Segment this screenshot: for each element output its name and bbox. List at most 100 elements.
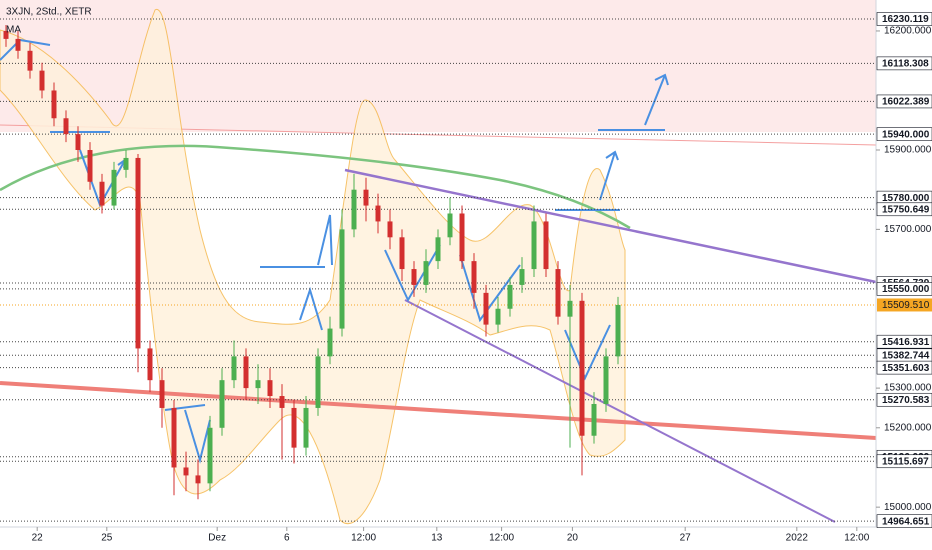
candle-body xyxy=(171,407,177,468)
candle-body xyxy=(303,407,309,448)
candle-body xyxy=(123,157,129,170)
candle-body xyxy=(591,403,597,436)
level-label: 16022.389 xyxy=(882,97,930,108)
support-line xyxy=(0,381,877,440)
candle-body xyxy=(75,134,81,151)
candle-body xyxy=(387,221,393,238)
candle-body xyxy=(231,356,237,381)
candle-body xyxy=(111,169,117,206)
candle-body xyxy=(63,118,69,135)
candle-body xyxy=(555,269,561,317)
candle-body xyxy=(447,213,453,238)
candle-body xyxy=(471,261,477,293)
x-tick-label: 25 xyxy=(101,533,113,544)
level-label: 16230.119 xyxy=(882,14,929,25)
trendline xyxy=(344,168,877,284)
y-tick-label: 16200.000 xyxy=(884,26,932,37)
level-label-box xyxy=(876,94,932,109)
x-tick-label: 20 xyxy=(567,533,579,544)
candle-body xyxy=(363,189,369,206)
y-tick-label: 15300.000 xyxy=(884,383,932,394)
candle-body xyxy=(51,90,57,119)
moving-average xyxy=(0,144,631,230)
level-label: 14964.651 xyxy=(882,516,930,527)
candle-body xyxy=(183,467,189,476)
candle-body xyxy=(459,213,465,262)
candle-body xyxy=(27,50,33,71)
level-label: 15416.931 xyxy=(882,337,930,348)
candle-body xyxy=(579,300,585,436)
candle-body xyxy=(375,205,381,222)
x-tick-label: 27 xyxy=(680,533,692,544)
level-label-box xyxy=(876,392,932,407)
candle-body xyxy=(435,237,441,262)
level-label: 15780.000 xyxy=(882,193,930,204)
level-label: 15270.583 xyxy=(882,395,930,406)
last-price-box xyxy=(877,298,932,312)
candle-body xyxy=(615,304,621,357)
x-tick-label: 13 xyxy=(431,533,443,544)
x-tick-label: 12:00 xyxy=(844,533,869,544)
x-tick-label: 12:00 xyxy=(489,533,514,544)
candle-body xyxy=(399,237,405,270)
candle-body xyxy=(495,308,501,325)
candle-body xyxy=(39,70,45,91)
candle-body xyxy=(291,407,297,448)
candle-body xyxy=(531,221,537,270)
candle-body xyxy=(147,348,153,381)
trendline xyxy=(404,299,836,523)
x-tick-label: 6 xyxy=(284,533,290,544)
last-price-label: 15509.510 xyxy=(882,300,930,311)
candle-body xyxy=(195,475,201,484)
candle-body xyxy=(315,356,321,408)
y-tick-label: 15200.000 xyxy=(884,422,932,433)
candle-body xyxy=(423,261,429,285)
level-label-box xyxy=(876,454,932,469)
x-tick-label: 12:00 xyxy=(351,533,376,544)
indicator-label: MA xyxy=(6,25,21,36)
y-tick-label: 15700.000 xyxy=(884,224,932,235)
candle-body xyxy=(351,189,357,230)
level-label-box xyxy=(876,12,932,26)
level-label: 15750.649 xyxy=(882,204,930,215)
candle-body xyxy=(279,396,285,408)
candle-body xyxy=(207,427,213,484)
level-label-box xyxy=(876,202,932,217)
candle-body xyxy=(327,328,333,357)
bollinger-band xyxy=(0,9,626,525)
level-label: 15115.697 xyxy=(882,456,929,467)
level-label-box xyxy=(876,127,932,141)
level-label: 15550.000 xyxy=(882,284,930,295)
candle-body xyxy=(243,356,249,389)
candle-body xyxy=(543,221,549,270)
level-label-box xyxy=(876,334,932,349)
level-label-box xyxy=(876,282,932,296)
candle-body xyxy=(159,380,165,408)
x-tick-label: 2022 xyxy=(786,533,809,544)
chart-title: 3XJN, 2Std., XETR xyxy=(6,7,92,18)
level-label: 16118.308 xyxy=(882,59,929,70)
level-label: 15382.744 xyxy=(882,350,930,361)
candle-body xyxy=(3,30,9,39)
candle-body xyxy=(603,356,609,404)
candle-body xyxy=(219,380,225,428)
level-label: 15940.000 xyxy=(882,129,930,140)
y-tick-label: 15900.000 xyxy=(884,145,932,156)
level-label-box xyxy=(876,360,932,375)
candle-body xyxy=(339,229,345,329)
candle-body xyxy=(411,269,417,285)
level-label-box xyxy=(876,56,932,71)
candle-body xyxy=(519,269,525,285)
level-label: 15351.603 xyxy=(882,363,930,374)
candle-body xyxy=(135,157,141,349)
candle-body xyxy=(567,300,573,317)
x-tick-label: 22 xyxy=(32,533,44,544)
candle-body xyxy=(483,292,489,325)
candle-body xyxy=(99,181,105,206)
candle-body xyxy=(255,380,261,389)
candle-body xyxy=(267,380,273,397)
candle-body xyxy=(507,284,513,309)
y-tick-label: 15000.000 xyxy=(884,502,932,513)
candle-body xyxy=(15,38,21,51)
